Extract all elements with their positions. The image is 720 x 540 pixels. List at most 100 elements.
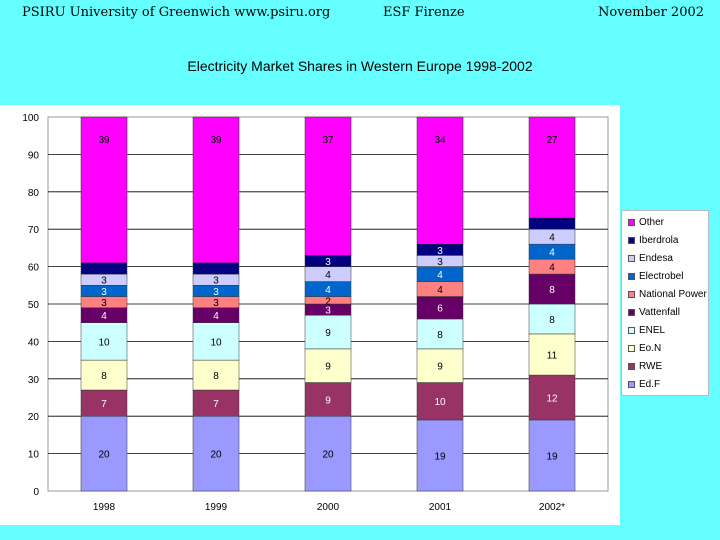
- legend-label-other: Other: [639, 216, 665, 228]
- data-label-vattenfall-2001: 6: [437, 304, 443, 315]
- data-label-ed-f-2002*: 19: [546, 451, 558, 462]
- legend-swatch-ed-f: [628, 380, 635, 388]
- data-label-rwe-2002*: 12: [546, 394, 558, 405]
- data-label-other-1998: 39: [98, 135, 110, 146]
- bar-ed-f-1999: [192, 415, 240, 492]
- data-label-ed-f-1998: 20: [98, 450, 110, 461]
- header-left-text: PSIRU University of Greenwich www.psiru.…: [22, 5, 331, 20]
- legend-swatch-national-power: [628, 290, 635, 298]
- bar-other-1999: [192, 116, 240, 264]
- legend-swatch-electrobel: [628, 272, 635, 280]
- bar-other-2002*: [528, 116, 576, 219]
- data-label-national-power-2001: 4: [437, 285, 443, 296]
- legend-item-eo-n: Eo.N: [628, 340, 661, 356]
- data-label-other-1999: 39: [210, 135, 222, 146]
- bar-enel-2002*: [528, 303, 576, 335]
- bar-ed-f-1998: [80, 415, 128, 492]
- y-tick-label-40: 40: [28, 337, 40, 348]
- data-label-ed-f-2000: 20: [322, 450, 334, 461]
- data-label-national-power-2000: 2: [325, 296, 331, 307]
- y-tick-label-0: 0: [33, 487, 39, 498]
- data-label-eo-n-1998: 8: [101, 371, 107, 382]
- data-label-electrobel-2001: 4: [437, 270, 443, 281]
- legend-label-rwe: RWE: [639, 360, 663, 372]
- data-label-electrobel-2002*: 4: [549, 248, 555, 259]
- bar-vattenfall-2002*: [528, 273, 576, 305]
- data-label-national-power-1999: 3: [213, 298, 219, 309]
- legend-item-iberdrola: Iberdrola: [628, 232, 678, 248]
- bar-rwe-1998: [80, 389, 128, 417]
- x-tick-label-2001: 2001: [429, 502, 452, 513]
- y-tick-label-20: 20: [28, 412, 40, 423]
- bar-rwe-1999: [192, 389, 240, 417]
- y-tick-label-60: 60: [28, 263, 40, 274]
- data-label-other-2000: 37: [322, 135, 334, 146]
- legend-label-national-power: National Power: [639, 288, 707, 300]
- legend-item-endesa: Endesa: [628, 250, 673, 266]
- data-label-endesa-2000: 4: [325, 270, 331, 281]
- data-label-rwe-2000: 9: [325, 395, 331, 406]
- bar-rwe-2002*: [528, 374, 576, 421]
- x-tick-label-1998: 1998: [93, 502, 116, 513]
- legend-label-eo-n: Eo.N: [639, 342, 662, 354]
- data-label-endesa-1998: 3: [101, 276, 107, 287]
- data-label-vattenfall-2002*: 8: [549, 285, 555, 296]
- data-label-national-power-1998: 3: [101, 298, 107, 309]
- x-tick-label-1999: 1999: [205, 502, 228, 513]
- bar-other-2000: [304, 116, 352, 256]
- bar-rwe-2000: [304, 382, 352, 417]
- legend: Other Iberdrola Endesa Electrobel National P…: [621, 210, 709, 396]
- legend-swatch-vattenfall: [628, 308, 635, 316]
- bar-iberdrola-1998: [80, 262, 128, 275]
- legend-item-ed-f: Ed.F: [628, 376, 660, 392]
- legend-label-electrobel: Electrobel: [639, 270, 684, 282]
- legend-swatch-eo-n: [628, 344, 635, 352]
- data-label-eo-n-2002*: 11: [547, 350, 558, 361]
- bar-other-2001: [416, 116, 464, 245]
- legend-swatch-endesa: [628, 254, 635, 262]
- legend-label-endesa: Endesa: [639, 252, 673, 264]
- bar-iberdrola-1999: [192, 262, 240, 275]
- legend-item-national-power: National Power: [628, 286, 707, 302]
- bar-eo-n-1998: [80, 359, 128, 391]
- data-label-endesa-1999: 3: [213, 276, 219, 287]
- bar-eo-n-2001: [416, 348, 464, 383]
- y-tick-label-100: 100: [22, 113, 39, 124]
- bar-enel-2001: [416, 318, 464, 350]
- bar-iberdrola-2002*: [528, 217, 576, 230]
- data-label-other-2002*: 27: [546, 135, 558, 146]
- data-label-national-power-2002*: 4: [549, 263, 555, 274]
- legend-label-ed-f: Ed.F: [639, 378, 661, 390]
- legend-label-iberdrola: Iberdrola: [639, 234, 679, 246]
- data-label-other-2001: 34: [434, 135, 446, 146]
- legend-item-rwe: RWE: [628, 358, 662, 374]
- data-label-rwe-1998: 7: [101, 399, 107, 410]
- data-label-enel-1998: 10: [98, 337, 110, 348]
- header-right-text: November 2002: [598, 5, 705, 20]
- data-label-iberdrola-2001: 3: [437, 246, 443, 257]
- chart-title: Electricity Market Shares in Western Eur…: [187, 58, 533, 74]
- bar-ed-f-2001: [416, 419, 464, 492]
- bar-other-1998: [80, 116, 128, 264]
- bar-eo-n-1999: [192, 359, 240, 391]
- data-label-vattenfall-1999: 4: [213, 311, 219, 322]
- bar-enel-2000: [304, 314, 352, 350]
- bar-enel-1999: [192, 322, 240, 361]
- x-tick-label-2002*: 2002*: [539, 502, 565, 513]
- data-label-electrobel-2000: 4: [325, 285, 331, 296]
- y-tick-label-70: 70: [28, 225, 40, 236]
- bar-enel-1998: [80, 322, 128, 361]
- y-tick-label-50: 50: [28, 300, 40, 311]
- y-tick-label-90: 90: [28, 150, 40, 161]
- data-label-endesa-2001: 3: [437, 257, 443, 268]
- bar-ed-f-2002*: [528, 419, 576, 492]
- data-label-endesa-2002*: 4: [549, 233, 555, 244]
- legend-item-electrobel: Electrobel: [628, 268, 683, 284]
- legend-item-enel: ENEL: [628, 322, 665, 338]
- legend-item-vattenfall: Vattenfall: [628, 304, 680, 320]
- data-label-electrobel-1998: 3: [101, 287, 107, 298]
- data-label-vattenfall-1998: 4: [101, 311, 107, 322]
- data-label-ed-f-1999: 20: [210, 450, 222, 461]
- data-label-rwe-1999: 7: [213, 399, 219, 410]
